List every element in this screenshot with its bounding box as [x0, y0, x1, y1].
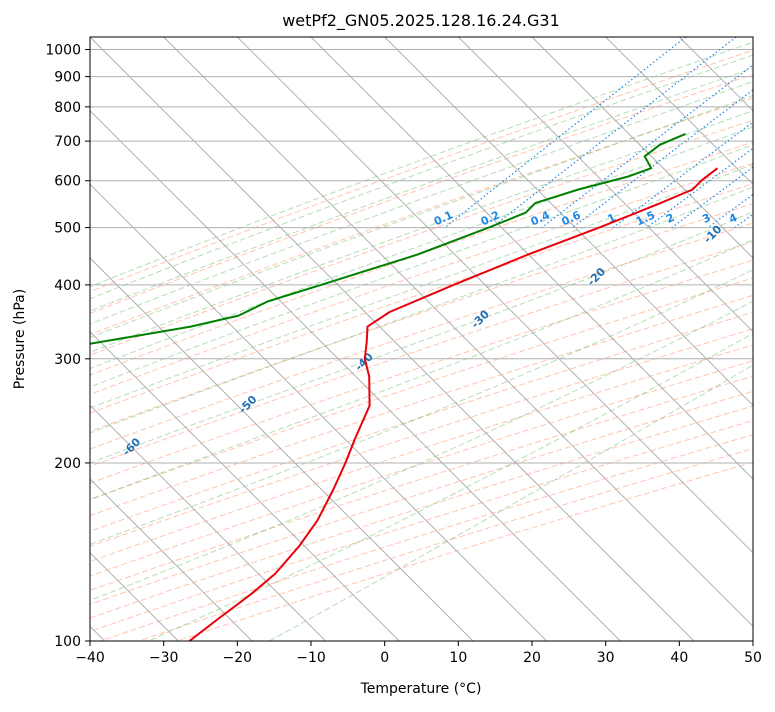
- x-tick-label: 0: [380, 650, 389, 666]
- moist-adiabat-line: [0, 37, 775, 617]
- temperature-profile-line: [189, 168, 717, 641]
- isotherm-gridline: [0, 37, 547, 641]
- plot-area: 0.10.20.40.611.52346810131620253036-100-…: [0, 11, 775, 641]
- x-tick-label: 20: [523, 650, 541, 666]
- x-tick-label: 50: [744, 650, 762, 666]
- dry-adiabat-line: [100, 37, 775, 641]
- isotherm-gridline: [385, 37, 775, 641]
- x-tick-label: 10: [449, 650, 467, 666]
- isotherm-gridline: [532, 37, 775, 641]
- isotherm-label: -70: [4, 478, 27, 501]
- axes: −40 −30 −20 −10 0 10 20 30 40 50 1000 900 800 700 600 5…: [45, 43, 762, 666]
- y-tick-label: 400: [54, 278, 81, 294]
- moist-adiabat-line: [0, 37, 775, 537]
- y-tick-label: 800: [54, 100, 81, 116]
- mixing-ratio-line: [708, 37, 775, 228]
- mixing-ratio-label: 2: [664, 211, 676, 226]
- y-tick-label: 900: [54, 70, 81, 86]
- x-tick-label: 40: [670, 650, 688, 666]
- mixing-ratio-label: 0.6: [560, 208, 583, 228]
- mixing-ratio-line: [735, 37, 775, 228]
- moist-adiabat-line: [149, 37, 775, 641]
- y-tick-label: 100: [54, 634, 81, 650]
- y-axis-label: Pressure (hPa): [12, 289, 28, 389]
- mixing-ratio-label: 6: [766, 211, 775, 226]
- y-tick-label: 300: [54, 352, 81, 368]
- chart-title: wetPf2_GN05.2025.128.16.24.G31: [282, 11, 560, 31]
- mixing-ratio-label: 0.1: [432, 208, 455, 228]
- x-axis-label: Temperature (°C): [360, 681, 482, 697]
- isotherm-gridline: [0, 37, 399, 641]
- plot-frame: [90, 37, 753, 641]
- isotherm-gridline: [0, 37, 326, 641]
- isotherm-gridline: [0, 37, 252, 641]
- dry-adiabat-line: [62, 37, 775, 641]
- mixing-ratio-label: 0.4: [529, 208, 552, 228]
- mixing-ratio-label: 3: [700, 211, 712, 226]
- moist-adiabat-line: [0, 37, 768, 463]
- x-tick-label: 30: [597, 650, 615, 666]
- y-tick-label: 1000: [45, 43, 81, 59]
- isotherm-gridline: [16, 37, 620, 641]
- x-tick-label: −40: [75, 650, 105, 666]
- x-tick-label: −20: [223, 650, 253, 666]
- mixing-ratio-line: [492, 37, 736, 228]
- y-tick-label: 500: [54, 221, 81, 237]
- y-tick-label: 700: [54, 134, 81, 150]
- isotherm-gridline: [164, 37, 768, 641]
- moist-adiabat-line: [0, 37, 775, 555]
- isotherm-gridline: [679, 37, 775, 641]
- x-tick-label: −30: [149, 650, 179, 666]
- x-tick-label: −10: [296, 650, 326, 666]
- isotherm-gridline: [458, 37, 775, 641]
- mixing-ratio-line: [542, 37, 775, 228]
- isotherm-gridline: [753, 37, 775, 641]
- y-tick-label: 200: [54, 456, 81, 472]
- y-tick-label: 600: [54, 174, 81, 190]
